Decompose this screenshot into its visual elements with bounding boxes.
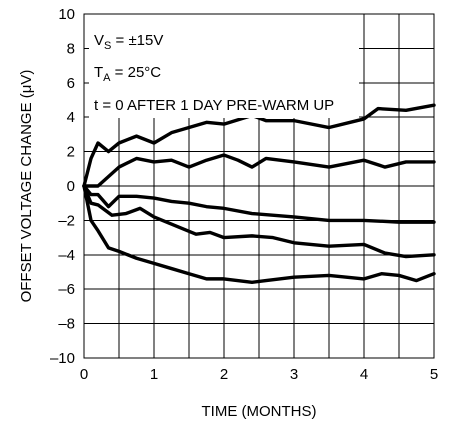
annotation-ta-main: T bbox=[94, 64, 103, 81]
y-tick-label: –8 bbox=[58, 316, 75, 333]
x-tick-label: 3 bbox=[290, 366, 298, 383]
series-line-4 bbox=[82, 184, 436, 259]
x-tick-label: 0 bbox=[80, 366, 88, 383]
y-tick-label: 0 bbox=[67, 178, 75, 195]
y-tick-label: –10 bbox=[50, 350, 75, 367]
annotation-block: VS = ±15V TA = 25°C t = 0 AFTER 1 DAY PR… bbox=[89, 14, 359, 118]
series-group bbox=[82, 103, 436, 285]
y-axis-label: OFFSET VOLTAGE CHANGE (μV) bbox=[18, 70, 35, 303]
y-tick-label: 4 bbox=[67, 109, 75, 126]
x-tick-label: 5 bbox=[430, 366, 438, 383]
annotation-ambient-temp: TA = 25°C bbox=[94, 64, 161, 84]
y-tick-label: –2 bbox=[58, 212, 75, 229]
y-tick-label: –4 bbox=[58, 247, 75, 264]
annotation-time-note: t = 0 AFTER 1 DAY PRE-WARM UP bbox=[94, 97, 334, 114]
annotation-ta-rest: = 25°C bbox=[111, 64, 162, 81]
tick-labels: 0 1 2 3 4 5 –10 –8 –6 –4 –2 0 2 4 6 8 10 bbox=[50, 6, 438, 383]
y-tick-label: –6 bbox=[58, 281, 75, 298]
x-axis-label: TIME (MONTHS) bbox=[202, 403, 317, 420]
annotation-ta-sub: A bbox=[103, 72, 111, 84]
y-tick-label: 10 bbox=[58, 6, 75, 23]
annotation-vs-main: V bbox=[94, 32, 104, 49]
annotation-vs-sub: S bbox=[104, 40, 111, 52]
y-tick-label: 8 bbox=[67, 40, 75, 57]
annotation-vs-rest: = ±15V bbox=[111, 32, 163, 49]
x-tick-label: 1 bbox=[150, 366, 158, 383]
annotation-background bbox=[89, 14, 359, 118]
annotation-supply-voltage: VS = ±15V bbox=[94, 32, 163, 52]
y-tick-label: 6 bbox=[67, 75, 75, 92]
y-tick-label: 2 bbox=[67, 144, 75, 161]
series-line-1 bbox=[82, 103, 436, 188]
x-tick-label: 4 bbox=[360, 366, 368, 383]
series-line-3 bbox=[82, 184, 436, 224]
series-line-2 bbox=[82, 153, 436, 188]
x-tick-label: 2 bbox=[220, 366, 228, 383]
plot-frame bbox=[83, 13, 435, 359]
series-line-5 bbox=[82, 184, 436, 285]
